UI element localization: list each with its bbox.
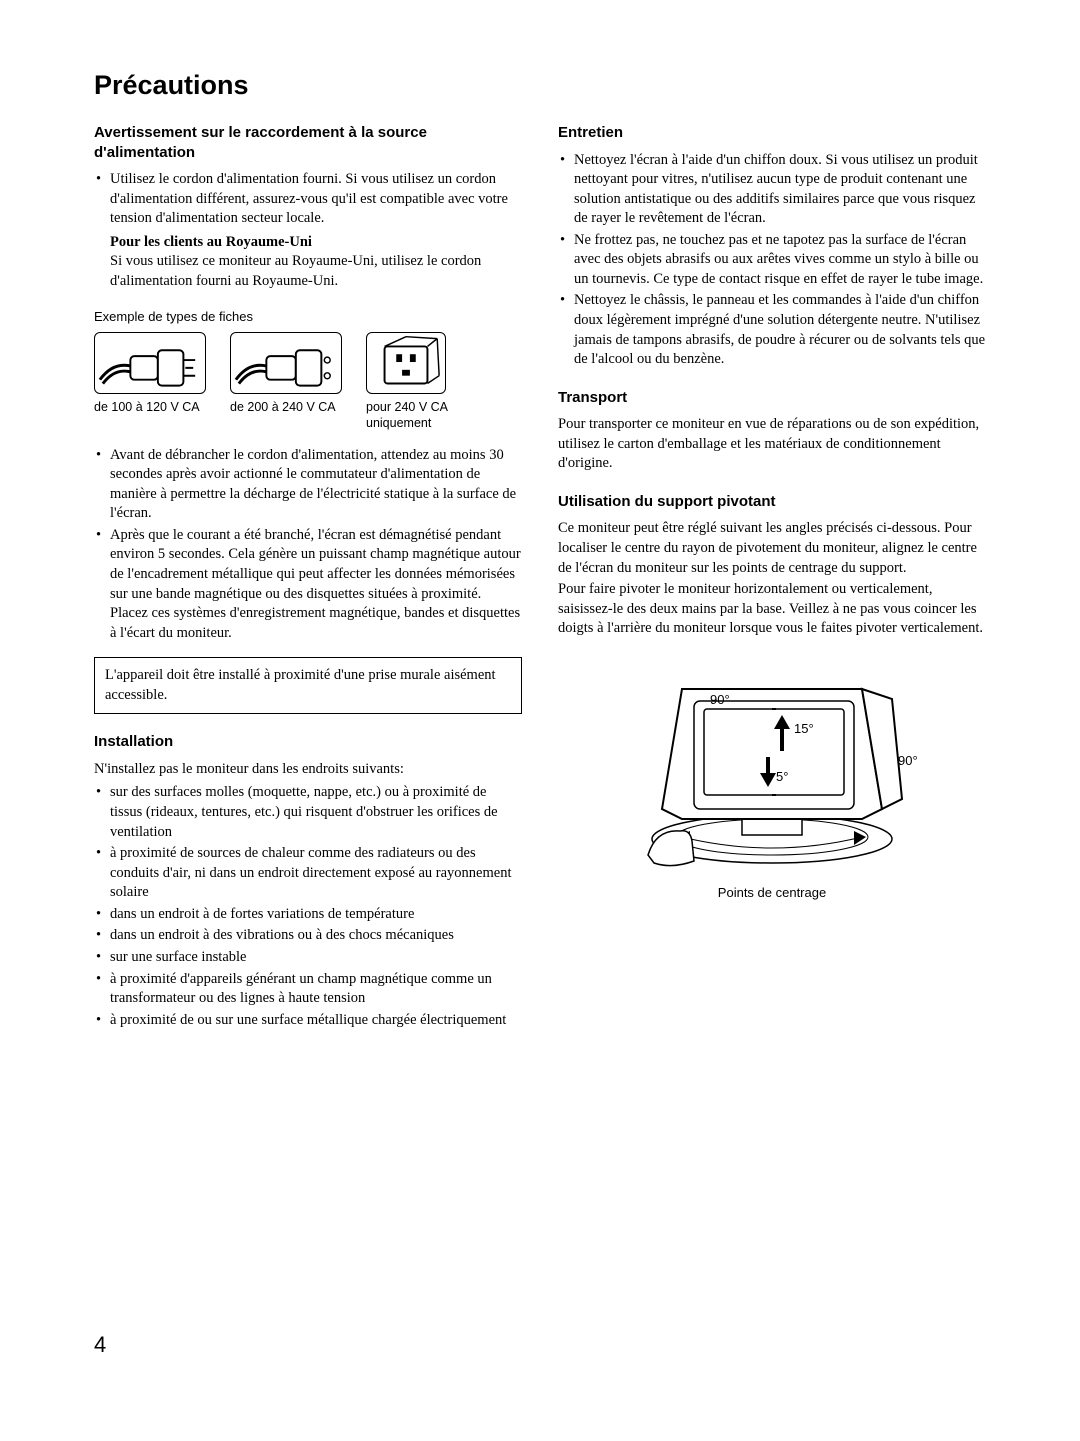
warning-item-1: Utilisez le cordon d'alimentation fourni…: [94, 170, 522, 291]
plug1-icon: [95, 332, 205, 394]
inst-b4: dans un endroit à des vibrations ou à de…: [94, 926, 522, 946]
content-columns: Avertissement sur le raccordement à la s…: [94, 123, 986, 1032]
plug-item-3: pour 240 V CA uniquement: [366, 332, 466, 431]
warning-heading: Avertissement sur le raccordement à la s…: [94, 123, 522, 162]
page-number: 4: [94, 1332, 986, 1358]
pivot-p2: Pour faire pivoter le moniteur horizonta…: [558, 580, 986, 639]
plug1-illustration: [94, 332, 206, 394]
pivot-p1: Ce moniteur peut être réglé suivant les …: [558, 519, 986, 578]
plug3-icon: [367, 332, 445, 394]
plug3-illustration: [366, 332, 446, 394]
note-text: L'appareil doit être installé à proximit…: [105, 666, 511, 705]
entretien-heading: Entretien: [558, 123, 986, 143]
label-90-right: 90°: [898, 753, 918, 768]
uk-bold: Pour les clients au Royaume-Uni: [110, 233, 522, 253]
entretien-list: Nettoyez l'écran à l'aide d'un chiffon d…: [558, 151, 986, 370]
entretien-b2: Ne frottez pas, ne touchez pas et ne tap…: [558, 231, 986, 290]
label-5: 5°: [776, 769, 788, 784]
plug-example-label: Exemple de types de fiches: [94, 309, 522, 324]
inst-b2: à proximité de sources de chaleur comme …: [94, 844, 522, 903]
entretien-b1: Nettoyez l'écran à l'aide d'un chiffon d…: [558, 151, 986, 229]
uk-text: Si vous utilisez ce moniteur au Royaume-…: [110, 252, 522, 291]
label-15: 15°: [794, 721, 814, 736]
inst-b3: dans un endroit à de fortes variations d…: [94, 905, 522, 925]
plug-item-2: de 200 à 240 V CA: [230, 332, 342, 431]
label-90-top: 90°: [710, 692, 730, 707]
inst-b6: à proximité d'appareils générant un cham…: [94, 970, 522, 1009]
warning-item-2: Avant de débrancher le cordon d'alimenta…: [94, 446, 522, 524]
plug2-caption: de 200 à 240 V CA: [230, 400, 342, 416]
left-column: Avertissement sur le raccordement à la s…: [94, 123, 522, 1032]
entretien-b3: Nettoyez le châssis, le panneau et les c…: [558, 291, 986, 369]
plug1-caption: de 100 à 120 V CA: [94, 400, 206, 416]
warning-list: Utilisez le cordon d'alimentation fourni…: [94, 170, 522, 291]
plug3-caption: pour 240 V CA uniquement: [366, 400, 466, 431]
inst-b1: sur des surfaces molles (moquette, nappe…: [94, 783, 522, 842]
monitor-illustration: 90° 90° 15° 5°: [612, 659, 932, 879]
inst-b5: sur une surface instable: [94, 948, 522, 968]
pivot-heading: Utilisation du support pivotant: [558, 492, 986, 512]
installation-intro: N'installez pas le moniteur dans les end…: [94, 760, 522, 780]
monitor-figure: 90° 90° 15° 5° Points de centrage: [558, 659, 986, 900]
installation-list: sur des surfaces molles (moquette, nappe…: [94, 783, 522, 1030]
page-title: Précautions: [94, 70, 986, 101]
warning-item-3: Après que le courant a été branché, l'éc…: [94, 526, 522, 643]
plug-row: de 100 à 120 V CA de 200 à 240 V CA: [94, 332, 522, 431]
transport-heading: Transport: [558, 388, 986, 408]
plug2-icon: [231, 332, 341, 394]
transport-text: Pour transporter ce moniteur en vue de r…: [558, 415, 986, 474]
warning-list-2: Avant de débrancher le cordon d'alimenta…: [94, 446, 522, 644]
right-column: Entretien Nettoyez l'écran à l'aide d'un…: [558, 123, 986, 1032]
plug-item-1: de 100 à 120 V CA: [94, 332, 206, 431]
inst-b7: à proximité de ou sur une surface métall…: [94, 1011, 522, 1031]
warning-item-1-text: Utilisez le cordon d'alimentation fourni…: [110, 171, 508, 226]
note-box: L'appareil doit être installé à proximit…: [94, 657, 522, 714]
figure-caption: Points de centrage: [718, 885, 826, 900]
installation-heading: Installation: [94, 732, 522, 752]
plug2-illustration: [230, 332, 342, 394]
